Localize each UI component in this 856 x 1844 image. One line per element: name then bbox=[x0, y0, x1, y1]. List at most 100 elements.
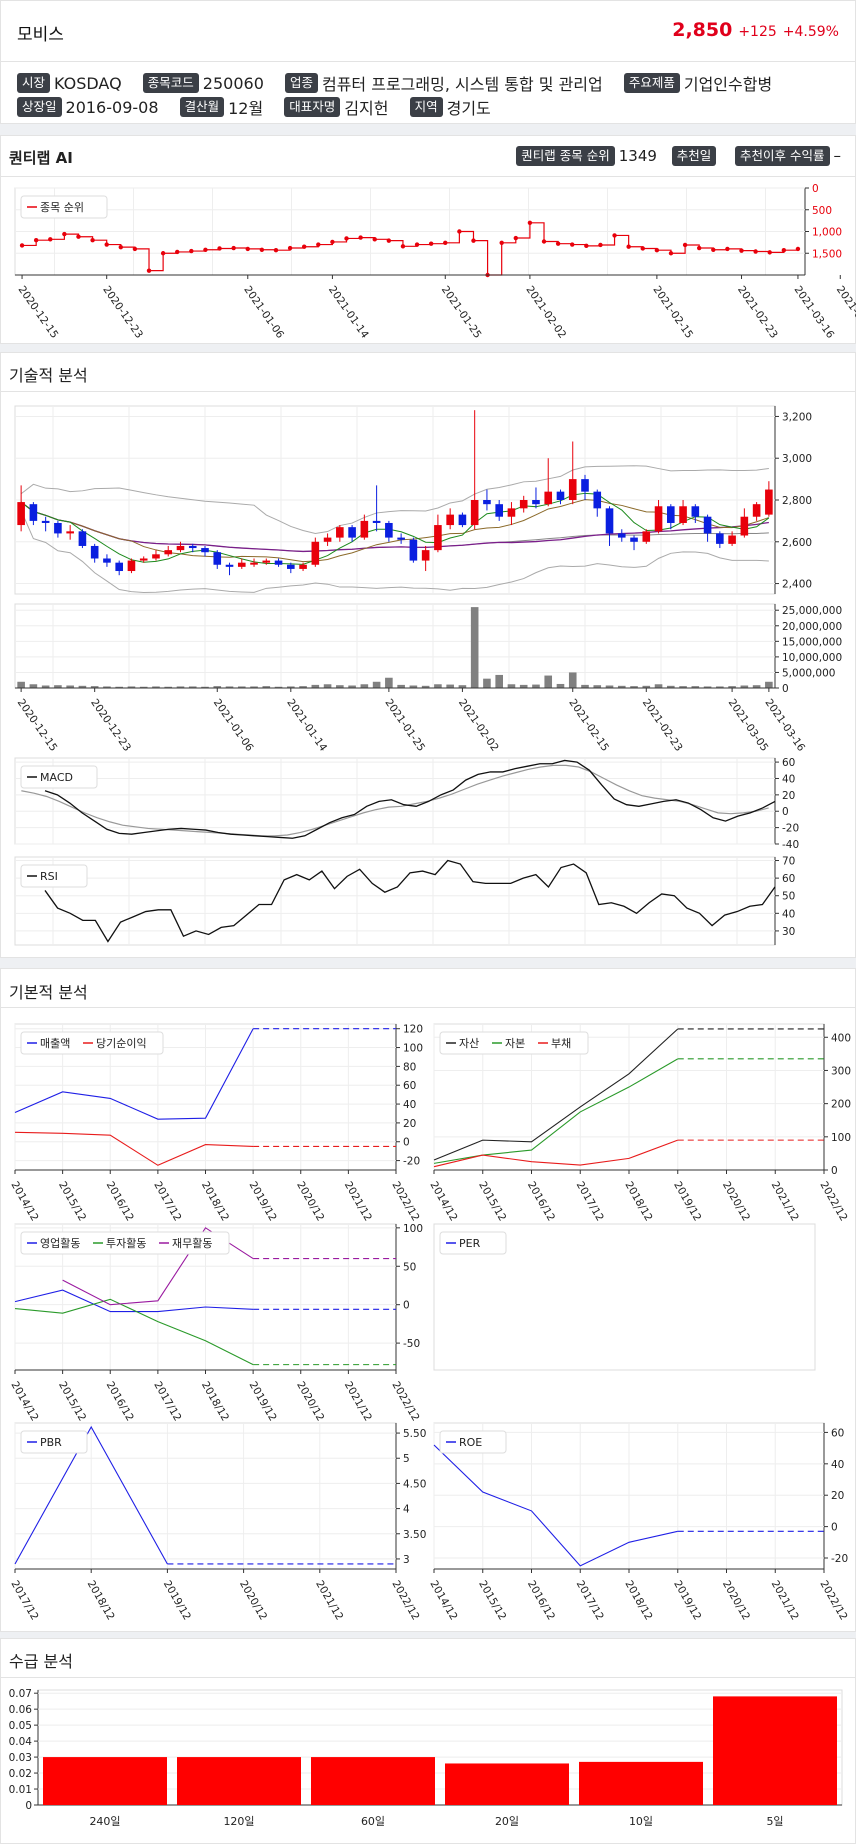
pbr-series-line bbox=[14, 1425, 168, 1565]
rank-point bbox=[62, 231, 67, 237]
rank-date-label: 2021-03-16 bbox=[791, 284, 836, 341]
supply-ytick-label: 0.02 bbox=[9, 1768, 32, 1780]
listed-label: 상장일 bbox=[17, 97, 62, 117]
rank-ytick-label: 0 bbox=[812, 183, 819, 195]
pbr-x-label: 2022/12 bbox=[389, 1579, 421, 1623]
volume-bar bbox=[90, 686, 99, 688]
rank-date-label: 2021-02-02 bbox=[523, 284, 568, 341]
rank-legend-label: 종목 순위 bbox=[40, 201, 84, 214]
candle-body bbox=[90, 545, 99, 559]
candle-body bbox=[336, 527, 344, 538]
volume-bar bbox=[507, 684, 516, 688]
candle-body bbox=[41, 520, 50, 523]
supply-ytick-label: 0.01 bbox=[9, 1784, 32, 1796]
rank-date-label: 2020-12-15 bbox=[16, 284, 61, 341]
volume-ytick-label: 20,000,000 bbox=[782, 621, 842, 633]
region-value: 경기도 bbox=[446, 99, 491, 118]
volume-date-label: 2021-02-23 bbox=[640, 697, 685, 754]
candle-body bbox=[54, 522, 62, 534]
candle-body bbox=[483, 500, 491, 505]
candle-body bbox=[78, 531, 87, 546]
candle-body bbox=[152, 554, 160, 559]
info-row-2: 상장일 2016-09-08 결산월 12월 대표자명 김지헌 지역 경기도 bbox=[17, 95, 507, 119]
rank-date-label: 2021-01-25 bbox=[439, 284, 484, 341]
volume-bar bbox=[176, 686, 185, 688]
quant-divider bbox=[1, 176, 856, 177]
roe-x-label: 2021/12 bbox=[769, 1579, 801, 1623]
cashflow-x-label: 2017/12 bbox=[151, 1380, 183, 1424]
region-label: 지역 bbox=[409, 97, 443, 117]
supply-ytick-label: 0.07 bbox=[9, 1688, 32, 1700]
cashflow-legend-label: 투자활동 bbox=[106, 1236, 146, 1250]
rank-value: 1349 bbox=[618, 147, 657, 165]
cashflow-x-label: 2019/12 bbox=[247, 1380, 279, 1424]
candle-body bbox=[716, 533, 724, 544]
stock-header-card: 모비스 2,850 +125 +4.59% 시장 KOSDAQ 종목코드 250060 … bbox=[0, 0, 856, 124]
volume-ytick-label: 0 bbox=[782, 683, 789, 695]
rank-point bbox=[217, 246, 222, 251]
rank-point bbox=[132, 246, 138, 252]
volume-date-label: 2021-02-15 bbox=[566, 697, 611, 754]
rank-ytick-label: 500 bbox=[812, 205, 832, 217]
cashflow-series-line bbox=[14, 1289, 254, 1313]
candle-body bbox=[434, 525, 442, 551]
volume-bar bbox=[360, 684, 369, 688]
volume-date-label: 2021-01-06 bbox=[211, 697, 256, 754]
volume-bar bbox=[642, 685, 651, 688]
volume-bar bbox=[593, 685, 602, 688]
cashflow-x-label: 2015/12 bbox=[56, 1380, 88, 1424]
fiscal-value: 12월 bbox=[228, 99, 264, 118]
stock-price: 2,850 +125 +4.59% bbox=[672, 19, 839, 41]
industry-value: 컴퓨터 프로그래밍, 시스템 통합 및 관리업 bbox=[321, 75, 603, 94]
candle-body bbox=[29, 504, 38, 521]
rsi-ytick-label: 60 bbox=[782, 873, 795, 885]
macd-ytick-label: -40 bbox=[782, 839, 799, 851]
price-ytick-label: 2,600 bbox=[782, 537, 812, 549]
volume-bar bbox=[262, 686, 271, 688]
listed-value: 2016-09-08 bbox=[65, 97, 159, 117]
cashflow-ytick-label: 0 bbox=[403, 1300, 410, 1312]
candle-body bbox=[176, 545, 185, 551]
assets-x-label: 2018/12 bbox=[622, 1180, 654, 1224]
cashflow-x-label: 2022/12 bbox=[389, 1380, 421, 1424]
sales-x-label: 2016/12 bbox=[104, 1180, 136, 1224]
supply-bar bbox=[713, 1696, 837, 1805]
pbr-legend-label: PBR bbox=[40, 1436, 62, 1449]
rsi-ytick-label: 50 bbox=[782, 891, 795, 903]
macd-ytick-label: 40 bbox=[782, 773, 795, 785]
volume-bar bbox=[703, 686, 712, 688]
candle-body bbox=[544, 491, 553, 505]
roe-ytick-label: 40 bbox=[831, 1459, 844, 1471]
per-legend-box bbox=[439, 1231, 507, 1255]
volume-bar bbox=[458, 685, 467, 688]
bollinger-lower bbox=[20, 510, 769, 593]
candle-body bbox=[617, 533, 626, 538]
sales-x-label: 2017/12 bbox=[151, 1180, 183, 1224]
roe-x-label: 2014/12 bbox=[427, 1579, 459, 1623]
candle-body bbox=[323, 537, 332, 542]
macd-ytick-label: 20 bbox=[782, 790, 795, 802]
rank-point bbox=[358, 235, 363, 240]
rank-point bbox=[457, 229, 462, 234]
supply-x-label: 240일 bbox=[89, 1814, 120, 1828]
sales-series-line bbox=[14, 1028, 254, 1120]
pbr-x-label: 2018/12 bbox=[85, 1579, 117, 1623]
assets-x-label: 2017/12 bbox=[574, 1180, 606, 1224]
roe-ytick-label: 20 bbox=[831, 1490, 844, 1502]
roe-ytick-label: 60 bbox=[831, 1427, 844, 1439]
rank-point bbox=[668, 251, 674, 256]
technical-title: 기술적 분석 bbox=[9, 366, 88, 385]
roe-ytick-label: -20 bbox=[831, 1553, 848, 1565]
candle-body bbox=[593, 491, 602, 509]
pbr-ytick-label: 3 bbox=[403, 1554, 410, 1566]
code-value: 250060 bbox=[202, 73, 264, 93]
supply-title: 수급 분석 bbox=[9, 1652, 73, 1671]
pbr-x-label: 2020/12 bbox=[237, 1579, 269, 1623]
rank-point bbox=[499, 240, 504, 246]
sales-x-label: 2015/12 bbox=[56, 1180, 88, 1224]
roe-x-label: 2015/12 bbox=[476, 1579, 508, 1623]
supply-x-label: 60일 bbox=[361, 1814, 385, 1828]
supply-x-label: 5일 bbox=[766, 1814, 783, 1828]
rank-point bbox=[19, 243, 25, 248]
supply-divider bbox=[1, 1677, 856, 1678]
